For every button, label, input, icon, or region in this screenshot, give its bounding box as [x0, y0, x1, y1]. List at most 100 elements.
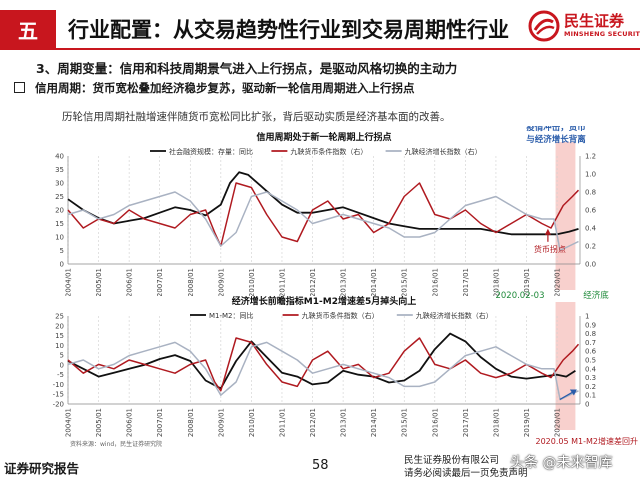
- x-tick-label: 2013/01: [340, 408, 348, 437]
- y-tick-label-left: 20: [55, 207, 64, 215]
- watermark: 头条 @未来智库: [510, 455, 613, 471]
- x-tick-label: 2015/01: [401, 268, 409, 296]
- page-title: 行业配置：从交易趋势性行业到交易周期性行业: [68, 18, 509, 42]
- y-tick-label-left: 10: [55, 234, 64, 242]
- arrow-shaft: [559, 390, 575, 400]
- x-tick-label: 2019/01: [523, 408, 531, 437]
- series-line-2: [67, 182, 580, 247]
- y-tick-label-left: 20: [55, 322, 64, 330]
- y-tick-label-right: 0.4: [585, 225, 597, 233]
- y-tick-label-right: 0: [585, 401, 589, 409]
- annotation-m1m2-rebound: 2020.05 M1-M2增速差回升: [536, 436, 639, 446]
- y-tick-label-left: -20: [53, 401, 64, 409]
- chart-title: 经济增长前瞻指标M1-M2增速差5月掉头向上: [232, 295, 416, 307]
- x-tick-label: 2010/01: [248, 408, 256, 437]
- y-tick-label-left: -15: [53, 391, 64, 399]
- y-tick-label-right: 1.2: [585, 153, 596, 161]
- footer-label: 证券研究报告: [4, 461, 80, 476]
- series-line-3: [67, 191, 579, 252]
- annotation-date: 2020.02-03: [495, 291, 544, 301]
- footer-disclaimer: 请务必阅读最后一页免责声明: [404, 468, 528, 479]
- y-tick-label-left: 30: [55, 180, 64, 188]
- y-tick-label-left: -5: [57, 371, 64, 379]
- x-tick-label: 2017/01: [462, 268, 470, 296]
- x-tick-label: 2013/01: [340, 268, 348, 296]
- annotation-economy-bottom: 经济底: [583, 290, 609, 301]
- y-tick-label-left: 5: [60, 352, 64, 360]
- x-tick-label: 2011/01: [278, 268, 286, 296]
- source-note: 资料来源：wind，民生证券研究院: [70, 440, 162, 448]
- y-tick-label-right: 0.8: [585, 189, 596, 197]
- x-tick-label: 2019/01: [523, 268, 531, 296]
- footer-company: 民生证券股份有限公司: [404, 455, 500, 466]
- logo-text-cn: 民生证券: [564, 12, 625, 30]
- chart-note: 历轮信用周期社融增速伴随货币宽松同比扩张，背后驱动实质是经济基本面的改善。: [62, 111, 451, 123]
- x-tick-label: 2010/01: [248, 268, 256, 296]
- x-tick-label: 2016/01: [431, 268, 439, 296]
- x-tick-label: 2016/01: [431, 408, 439, 437]
- x-tick-label: 2020/01: [554, 408, 562, 437]
- y-tick-label-right: 0.3: [585, 374, 596, 382]
- series-line-1: [67, 332, 576, 390]
- x-tick-label: 2014/01: [370, 408, 378, 437]
- x-tick-label: 2018/01: [492, 268, 500, 296]
- x-tick-label: 2007/01: [156, 408, 164, 437]
- y-tick-label-left: 0: [60, 261, 64, 269]
- arrow-head: [544, 228, 551, 235]
- y-tick-label-left: -10: [53, 381, 64, 389]
- series-line-1: [67, 171, 579, 236]
- y-tick-label-right: 0.0: [585, 261, 596, 269]
- logo-text-en: MINSHENG SECURITIES: [564, 30, 640, 38]
- x-tick-label: 2012/01: [309, 268, 317, 296]
- y-tick-label-right: 0.6: [585, 348, 597, 356]
- x-tick-label: 2008/01: [187, 268, 195, 296]
- brand-logo: 民生证券 MINSHENG SECURITIES: [528, 8, 640, 44]
- x-tick-label: 2004/01: [65, 408, 73, 437]
- highlight-band: [555, 142, 576, 290]
- bullet-line: 信用周期：货币宽松叠加经济稳步复苏，驱动新一轮信用周期进入上行拐点: [14, 80, 415, 96]
- series-line-2: [67, 337, 580, 392]
- y-tick-label-right: 1.0: [585, 171, 596, 179]
- y-tick-label-left: 15: [55, 220, 64, 228]
- legend-label: 九鞅货币条件指数（右）: [290, 147, 367, 156]
- y-tick-label-right: 0.5: [585, 357, 596, 365]
- annotation-divergence-line2: 与经济增长背离: [526, 134, 586, 145]
- x-tick-label: 2012/01: [309, 408, 317, 437]
- x-tick-label: 2015/01: [401, 408, 409, 437]
- legend-label: 社会融资规模：存量：同比: [169, 147, 253, 156]
- y-tick-label-right: 1: [585, 313, 589, 321]
- y-tick-label-right: 0.6: [585, 207, 597, 215]
- checkbox-bullet-icon: [14, 82, 25, 93]
- y-tick-label-left: 10: [55, 342, 64, 350]
- y-tick-label-left: 35: [55, 166, 64, 174]
- y-tick-label-right: 0.7: [585, 339, 596, 347]
- x-tick-label: 2009/01: [217, 268, 225, 296]
- y-tick-label-right: 0.8: [585, 330, 596, 338]
- x-tick-label: 2020/01: [554, 268, 562, 296]
- x-tick-label: 2014/01: [370, 268, 378, 296]
- x-tick-label: 2005/01: [95, 268, 103, 296]
- y-tick-label-right: 0.9: [585, 321, 596, 329]
- y-tick-label-right: 0.2: [585, 243, 596, 251]
- chart-title: 信用周期处于新一轮周期上行拐点: [256, 131, 391, 143]
- x-tick-label: 2018/01: [492, 408, 500, 437]
- x-tick-label: 2011/01: [278, 408, 286, 437]
- header: 五 行业配置：从交易趋势性行业到交易周期性行业 民生证券 MINSHENG SE…: [0, 0, 640, 48]
- y-tick-label-right: 0.4: [585, 365, 597, 373]
- legend-label: 九鞅货币条件指数（右）: [302, 311, 379, 320]
- y-tick-label-left: 0: [60, 361, 64, 369]
- header-divider: [0, 48, 640, 50]
- x-tick-label: 2004/01: [65, 268, 73, 296]
- y-tick-label-left: 25: [55, 313, 64, 321]
- legend-label: M1-M2：同比: [209, 311, 254, 320]
- y-tick-label-left: 40: [55, 153, 64, 161]
- series-line-3: [67, 341, 579, 401]
- x-tick-label: 2008/01: [187, 408, 195, 437]
- section-subtitle: 3、周期变量：信用和科技周期景气进入上行拐点，是驱动风格切换的主动力: [36, 61, 458, 76]
- chart-m1-m2-gap: 2004/01 2005/01 2006/01 2007/01 2008/01 2009/…: [53, 290, 639, 448]
- section-number-badge: 五: [0, 10, 56, 48]
- x-tick-label: 2006/01: [126, 268, 134, 296]
- y-tick-label-right: 0.2: [585, 383, 596, 391]
- page-number: 58: [312, 458, 329, 473]
- x-tick-label: 2005/01: [95, 408, 103, 437]
